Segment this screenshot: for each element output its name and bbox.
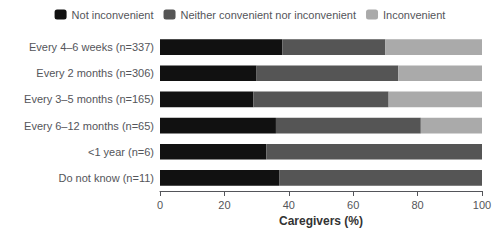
svg-text:20: 20: [218, 199, 230, 211]
svg-text:<1 year (n=6): <1 year (n=6): [88, 146, 154, 158]
svg-text:60: 60: [347, 199, 359, 211]
svg-text:Not inconvenient: Not inconvenient: [72, 9, 154, 21]
svg-text:Neither convenient nor inconve: Neither convenient nor inconvenient: [181, 9, 357, 21]
svg-text:Caregivers (%): Caregivers (%): [279, 214, 363, 228]
svg-text:Inconvenient: Inconvenient: [383, 9, 445, 21]
svg-text:80: 80: [411, 199, 423, 211]
svg-text:100: 100: [473, 199, 491, 211]
svg-text:40: 40: [283, 199, 295, 211]
svg-text:Every 4–6 weeks (n=337): Every 4–6 weeks (n=337): [29, 41, 154, 53]
svg-text:0: 0: [157, 199, 163, 211]
svg-text:Every 3–5 months (n=165): Every 3–5 months (n=165): [24, 93, 154, 105]
svg-text:Every 2 months (n=306): Every 2 months (n=306): [36, 67, 154, 79]
svg-text:Every 6–12 months (n=65): Every 6–12 months (n=65): [24, 120, 154, 132]
svg-text:Do not know (n=11): Do not know (n=11): [59, 172, 155, 184]
